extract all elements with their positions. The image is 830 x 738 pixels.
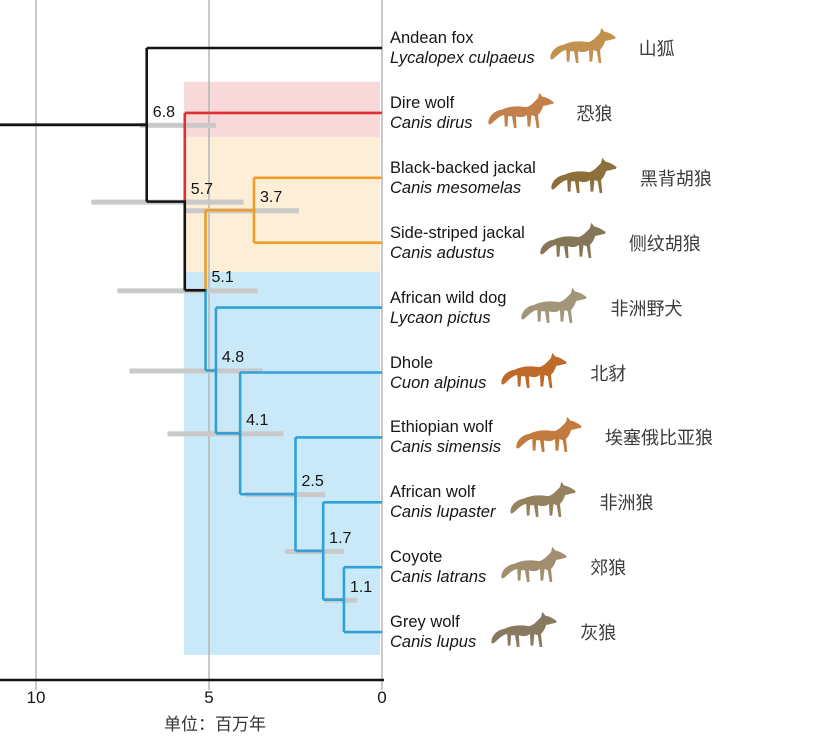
species-row-african-wolf: African wolf Canis lupaster 非洲狼 — [390, 479, 653, 525]
species-name-latin: Lycalopex culpaeus — [390, 49, 535, 67]
species-names: Dire wolf Canis dirus — [390, 93, 473, 133]
species-name-zh: 郊狼 — [590, 558, 627, 579]
dhole-image — [499, 350, 577, 396]
species-name-latin: Canis latrans — [390, 568, 487, 587]
species-row-black-backed-jackal: Black-backed jackal Canis mesomelas 黑背胡狼 — [390, 155, 712, 201]
species-name-en: African wolf — [390, 483, 476, 502]
species-name-latin: Canis mesomelas — [390, 178, 522, 197]
species-name-en: Ethiopian wolf — [390, 418, 493, 437]
species-names: African wild dog Lycaon pictus — [390, 288, 506, 328]
canid-silhouette-icon — [551, 158, 616, 193]
species-names: Andean fox Lycalopex culpaeus — [390, 28, 535, 68]
species-name-zh: 非洲狼 — [599, 493, 654, 514]
wolf-clade-highlight — [184, 271, 380, 655]
node-age-label: 5.1 — [211, 269, 234, 287]
tick-label-0: 0 — [377, 688, 387, 707]
species-row-african-wild-dog: African wild dog Lycaon pictus 非洲野犬 — [390, 285, 682, 331]
black-backed-jackal-image — [549, 155, 627, 201]
axis-unit-caption: 单位：百万年 — [164, 715, 266, 734]
species-name-latin: Cuon alpinus — [390, 373, 487, 392]
species-name-zh: 非洲野犬 — [610, 298, 683, 319]
grey-wolf-image — [489, 609, 567, 655]
species-names: Side-striped jackal Canis adustus — [390, 223, 525, 263]
species-names: Coyote Canis latrans — [390, 547, 486, 587]
species-name-zh: 山狐 — [638, 39, 675, 59]
tick-label-5: 5 — [204, 688, 214, 707]
species-row-dhole: Dhole Cuon alpinus 北豺 — [390, 350, 626, 396]
species-name-zh: 黑背胡狼 — [639, 168, 712, 189]
species-name-latin: Lycaon pictus — [390, 308, 491, 327]
species-name-zh: 侧纹胡狼 — [628, 233, 701, 254]
dire-wolf-highlight — [184, 81, 380, 137]
species-name-latin: Canis adustus — [390, 243, 495, 262]
node-age-label: 5.7 — [190, 180, 214, 198]
tick-label-10: 10 — [26, 688, 46, 707]
node-age-label: 1.1 — [349, 578, 373, 596]
species-name-en: Side-striped jackal — [390, 223, 525, 242]
andean-fox-image — [548, 25, 626, 71]
ci-bar — [129, 368, 263, 374]
coyote-image — [499, 544, 577, 590]
species-name-en: Black-backed jackal — [390, 158, 536, 177]
african-wild-dog-image — [519, 285, 597, 331]
node-age-label: 4.8 — [221, 349, 245, 367]
node-age-label: 6.8 — [152, 103, 175, 121]
side-striped-jackal-image — [538, 220, 616, 266]
species-name-zh: 恐狼 — [576, 103, 613, 124]
node-age-label: 4.1 — [246, 412, 269, 430]
canid-silhouette-icon — [516, 417, 581, 452]
species-name-en: African wild dog — [390, 288, 507, 307]
canid-silhouette-icon — [511, 482, 576, 517]
time-gridlines — [35, 0, 383, 690]
canid-silhouette-icon — [550, 28, 615, 63]
dire-wolf-image — [486, 90, 564, 136]
ci-bar — [139, 122, 216, 128]
node-age-label: 1.7 — [329, 529, 352, 547]
species-name-latin: Canis simensis — [390, 438, 501, 457]
species-name-zh: 灰狼 — [580, 623, 617, 644]
species-row-andean-fox: Andean fox Lycalopex culpaeus 山狐 — [390, 25, 675, 71]
species-names: Black-backed jackal Canis mesomelas — [390, 158, 536, 198]
species-name-latin: Canis lupaster — [390, 503, 496, 522]
species-name-en: Coyote — [390, 548, 443, 567]
species-name-en: Dhole — [390, 353, 434, 372]
african-wolf-image — [508, 479, 586, 525]
species-names: African wolf Canis lupaster — [390, 482, 495, 522]
species-row-dire-wolf: Dire wolf Canis dirus 恐狼 — [390, 90, 613, 136]
canid-silhouette-icon — [502, 352, 567, 387]
canid-silhouette-icon — [540, 223, 605, 258]
species-names: Grey wolf Canis lupus — [390, 612, 476, 652]
species-name-en: Dire wolf — [390, 93, 455, 112]
species-row-ethiopian-wolf: Ethiopian wolf Canis simensis 埃塞俄比亚狼 — [390, 414, 713, 460]
ethiopian-wolf-image — [514, 414, 592, 460]
species-name-zh: 北豺 — [590, 363, 627, 384]
node-age-label: 2.5 — [301, 473, 324, 491]
canid-silhouette-icon — [522, 287, 587, 322]
species-name-latin: Canis lupus — [390, 633, 477, 652]
canid-silhouette-icon — [492, 612, 557, 647]
species-name-en: Andean fox — [390, 29, 474, 47]
species-names: Dhole Cuon alpinus — [390, 353, 486, 393]
species-row-side-striped-jackal: Side-striped jackal Canis adustus 侧纹胡狼 — [390, 220, 701, 266]
species-row-coyote: Coyote Canis latrans 郊狼 — [390, 544, 626, 590]
species-name-en: Grey wolf — [390, 613, 460, 632]
canid-silhouette-icon — [502, 547, 567, 582]
species-name-latin: Canis dirus — [390, 113, 473, 132]
species-name-zh: 埃塞俄比亚狼 — [604, 428, 713, 449]
clade-highlight-boxes — [184, 81, 380, 655]
tree-branches — [0, 46, 382, 634]
species-row-grey-wolf: Grey wolf Canis lupus 灰狼 — [390, 609, 616, 655]
species-names: Ethiopian wolf Canis simensis — [390, 417, 501, 457]
node-age-label: 3.7 — [259, 189, 283, 207]
canid-silhouette-icon — [488, 93, 553, 128]
